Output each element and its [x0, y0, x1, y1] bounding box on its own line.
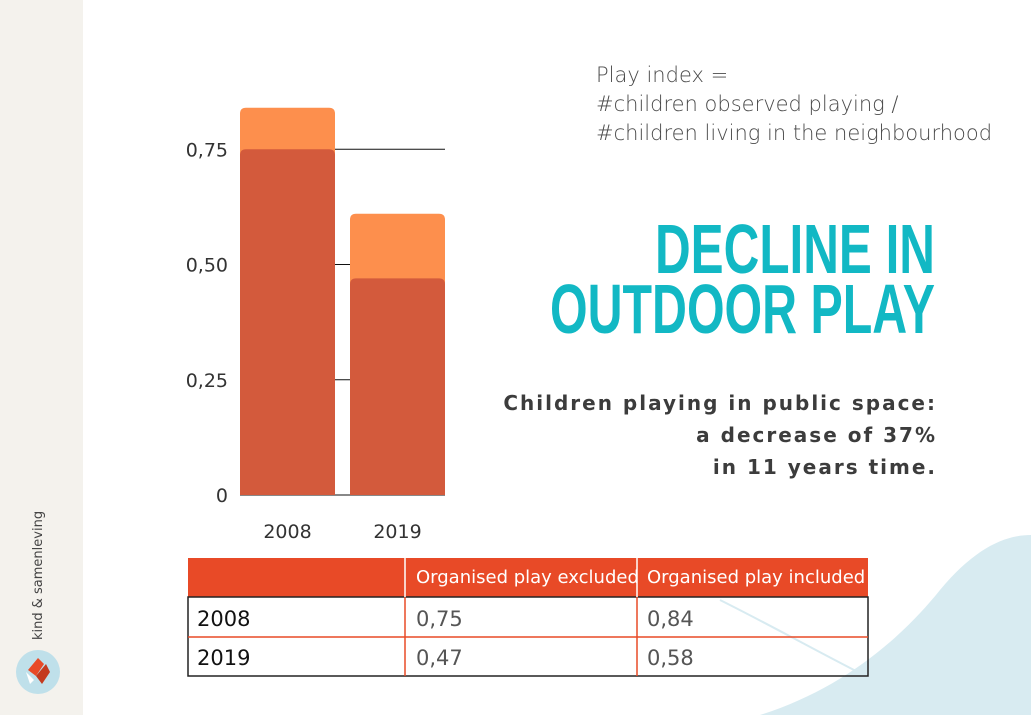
bar — [350, 278, 445, 495]
table-cell: 0,58 — [647, 646, 694, 670]
table-cell: 2008 — [197, 607, 250, 631]
table-header-cell: Organised play excluded — [416, 567, 639, 588]
brand: kind & samenleving — [31, 511, 46, 640]
headline: DECLINE IN — [655, 210, 935, 288]
table-header-cell: Organised play included — [647, 567, 865, 588]
table-header — [188, 558, 868, 597]
formula-line: #children observed playing / — [596, 92, 899, 116]
chart: 0 0,25 0,50 0,75 2008 2019 — [186, 107, 445, 543]
table-cell: 0,84 — [647, 607, 694, 631]
subtitle: in 11 years time. — [713, 455, 937, 479]
x-tick-label: 2019 — [373, 521, 421, 543]
headline: OUTDOOR PLAY — [550, 270, 935, 348]
table-cell: 2019 — [197, 646, 250, 670]
bar — [240, 149, 335, 495]
formula-line: #children living in the neighbourhood — [596, 121, 992, 145]
table: Organised play excluded Organised play i… — [187, 558, 869, 677]
subtitle: a decrease of 37% — [696, 423, 937, 447]
decoration-line — [719, 599, 961, 715]
y-tick-label: 0 — [216, 485, 228, 507]
logo — [16, 650, 60, 694]
subtitle: Children playing in public space: — [503, 391, 937, 415]
formula-line: Play index = — [596, 63, 728, 87]
y-tick-label: 0,75 — [186, 139, 228, 161]
table-cell: 0,47 — [416, 646, 463, 670]
y-tick-label: 0,50 — [186, 255, 228, 277]
sidebar — [0, 0, 83, 715]
table-cell: 0,75 — [416, 607, 463, 631]
y-tick-label: 0,25 — [186, 370, 228, 392]
decoration — [760, 535, 1031, 715]
x-tick-label: 2008 — [263, 521, 311, 543]
